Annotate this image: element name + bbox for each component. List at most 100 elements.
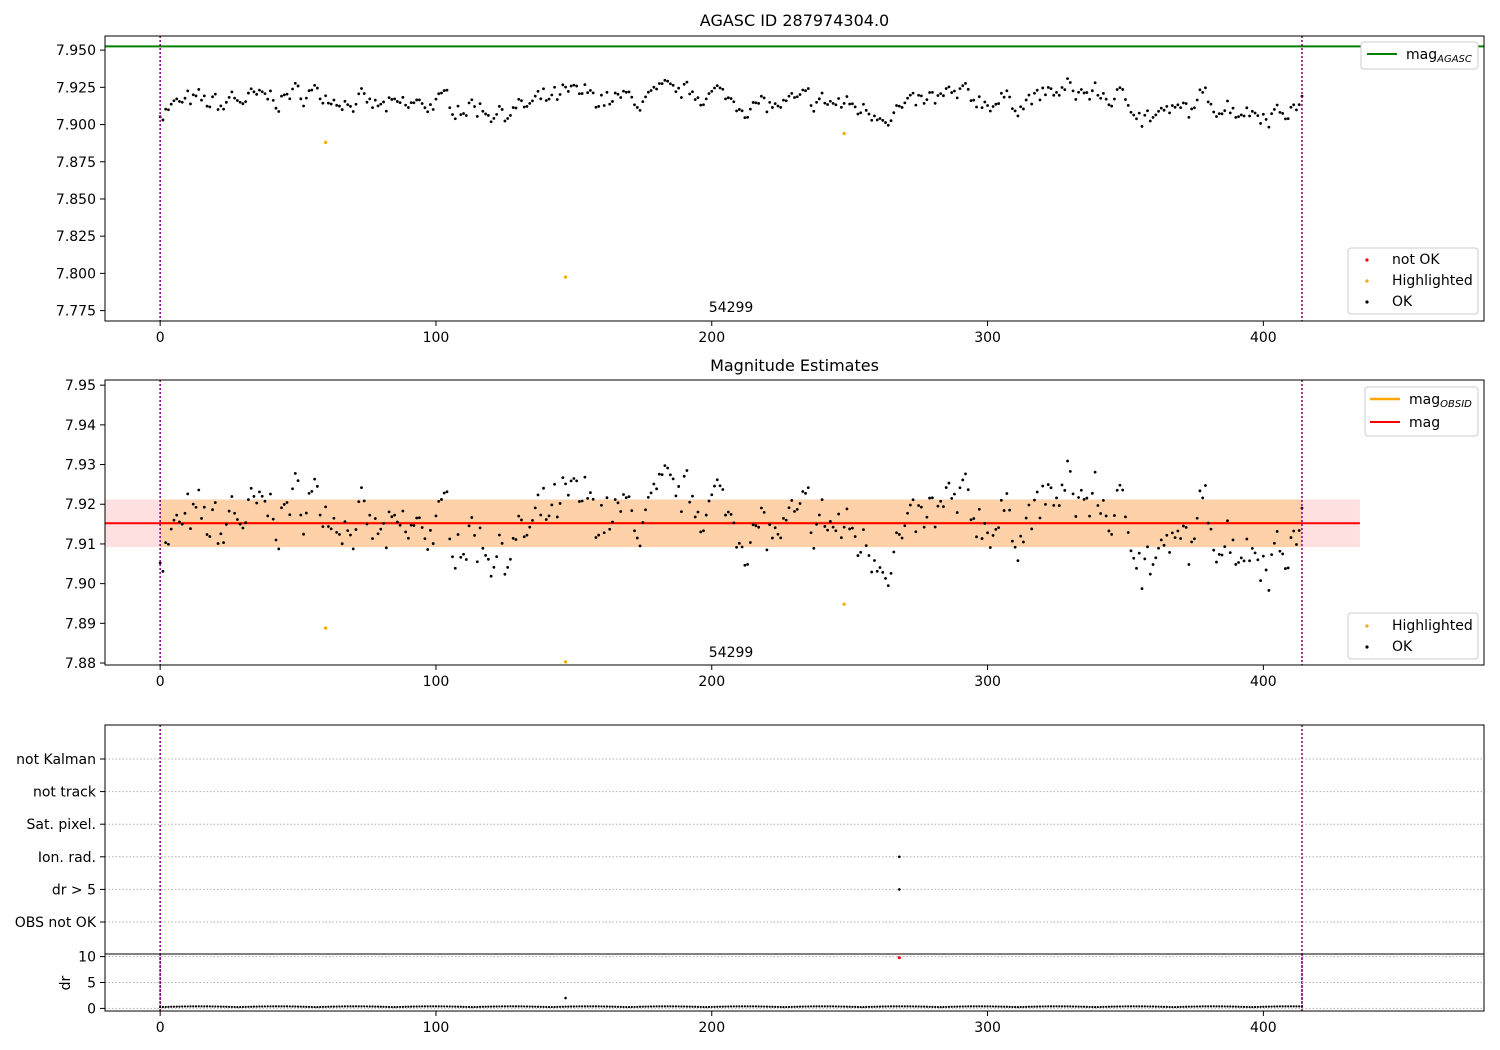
ok-point (823, 525, 827, 528)
ok-point (1137, 551, 1141, 555)
ok-point (1099, 96, 1103, 100)
ok-point (635, 106, 639, 109)
dr-point (1201, 1005, 1204, 1008)
ok-point (1284, 567, 1287, 570)
ok-point (914, 530, 918, 534)
ok-point (384, 546, 388, 550)
ok-point (1250, 109, 1254, 113)
ok-point (1129, 549, 1133, 553)
dr-point (490, 1005, 493, 1008)
ok-point (839, 105, 843, 109)
ok-point (382, 521, 385, 525)
dr-point (374, 1005, 377, 1008)
ok-point (1292, 529, 1296, 533)
dr-point (556, 1005, 559, 1008)
ok-point (247, 91, 250, 95)
dr-point (307, 1005, 311, 1008)
ok-point (525, 533, 529, 537)
ok-point (870, 570, 874, 574)
ok-point (652, 85, 656, 89)
dr-point (327, 1005, 330, 1008)
ok-point (1170, 531, 1174, 535)
dr-point (603, 1005, 606, 1008)
ok-point (997, 526, 1000, 530)
panel1-legend-markers: not OK Highlighted OK (1347, 247, 1479, 315)
panel3-flag-points (898, 855, 901, 891)
ok-point (1226, 99, 1229, 103)
ok-point (1079, 488, 1083, 492)
panel1-obs-boundaries (159, 36, 1303, 321)
ok-point (1049, 87, 1053, 91)
ok-point (663, 464, 667, 468)
ok-point (1055, 496, 1058, 500)
legend2-ok: OK (1392, 639, 1413, 655)
ok-point (274, 538, 278, 542)
ok-point (1019, 534, 1023, 538)
ok-point (986, 104, 989, 107)
dr-point (393, 1005, 396, 1009)
ok-point (1198, 88, 1202, 92)
dr-point (743, 1005, 746, 1008)
dr-point (878, 1005, 882, 1008)
dr-point (432, 1005, 435, 1008)
dr-point (823, 1005, 826, 1008)
dr-point (1121, 1005, 1124, 1008)
ok-point (335, 103, 339, 107)
ok-point (346, 529, 350, 532)
ok-point (613, 91, 617, 95)
dr-point (310, 1005, 313, 1009)
ok-point (544, 99, 548, 102)
ok-point (806, 87, 810, 90)
dr-point (186, 1005, 189, 1008)
dr-point (387, 1005, 391, 1009)
ok-point (671, 83, 675, 87)
dr-point (856, 1005, 860, 1009)
dr-point (911, 1005, 915, 1008)
ok-point (258, 88, 261, 92)
dr-point (699, 1005, 702, 1009)
dr-point (470, 1006, 473, 1009)
dr-point (429, 1005, 432, 1008)
ok-point (677, 86, 681, 90)
ok-point (514, 538, 518, 541)
dr-point (547, 1005, 551, 1009)
panel2-frame (104, 379, 1485, 666)
ok-point (183, 96, 187, 100)
dr-point (572, 1005, 575, 1008)
ok-point (704, 97, 708, 101)
ok-point (743, 116, 747, 120)
ok-point (936, 504, 940, 508)
ok-point (503, 572, 507, 576)
ok-point (318, 97, 322, 101)
dr-point (1220, 1005, 1224, 1008)
dr-point (713, 1005, 716, 1008)
ok-point (591, 91, 595, 95)
ok-point (384, 109, 388, 113)
ok-point (682, 82, 686, 86)
category-label: Sat. pixel. (27, 817, 96, 833)
ok-point (343, 520, 347, 524)
ok-point (401, 95, 405, 99)
ok-point (589, 491, 592, 495)
ok-point (815, 522, 818, 526)
ok-point (343, 99, 347, 103)
category-label: not Kalman (16, 752, 96, 768)
dr-point (343, 1005, 347, 1008)
dr-point (964, 1005, 967, 1008)
ok-point (464, 114, 468, 117)
dr-point (399, 1005, 402, 1009)
dr-point (614, 1005, 617, 1008)
dr-point (619, 1005, 622, 1008)
ok-point (1239, 556, 1243, 560)
ok-point (884, 121, 887, 124)
ok-point (691, 494, 694, 498)
ok-point (1190, 107, 1194, 111)
ok-point (1093, 470, 1097, 474)
ok-point (235, 99, 239, 102)
ok-point (757, 101, 761, 105)
ok-point (630, 95, 634, 99)
ok-point (1052, 503, 1056, 507)
dr-point (980, 1005, 984, 1008)
ok-point (762, 96, 766, 100)
dr-point (958, 1005, 962, 1008)
